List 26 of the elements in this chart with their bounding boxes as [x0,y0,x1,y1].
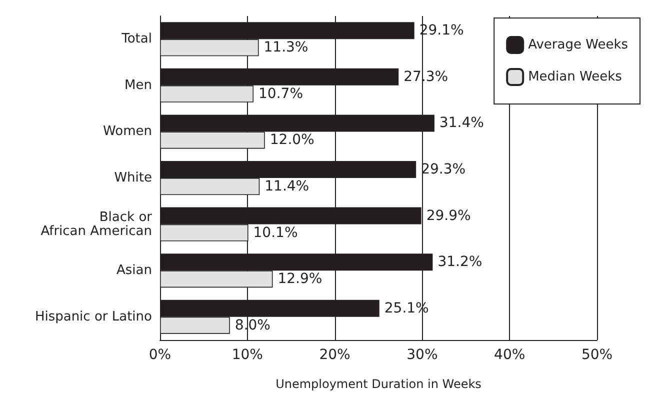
x-tick-label: 20% [319,347,350,363]
x-tick-label: 10% [232,347,263,363]
data-label: 11.3% [264,40,308,56]
legend-label: Average Weeks [528,38,628,52]
x-tick-label: 0% [148,347,172,363]
legend-label: Median Weeks [528,70,622,84]
data-label: 31.4% [439,115,484,132]
y-tick-label: White [114,170,152,186]
x-tick-label: 40% [494,347,526,363]
y-tick-label: Total [120,32,152,47]
data-label: 10.7% [258,86,303,102]
x-axis-title: Unemployment Duration in Weeks [276,377,482,391]
data-label: 29.9% [426,208,471,224]
data-label: 11.4% [264,178,310,194]
y-tick-label: Women [103,124,152,140]
data-label: 10.1% [253,224,298,241]
data-label: 29.3% [421,162,466,178]
x-tick-label: 50% [581,347,613,363]
y-tick-label: Black or African American [40,210,153,239]
y-tick-label: Hispanic or Latino [34,309,152,324]
x-tick-label: 30% [406,347,438,363]
data-label: 12.0% [270,132,314,148]
y-tick-label: Men [124,78,152,93]
data-label: 12.9% [278,271,322,288]
data-label: 31.2% [438,254,482,270]
y-tick-label: Asian [116,263,152,278]
